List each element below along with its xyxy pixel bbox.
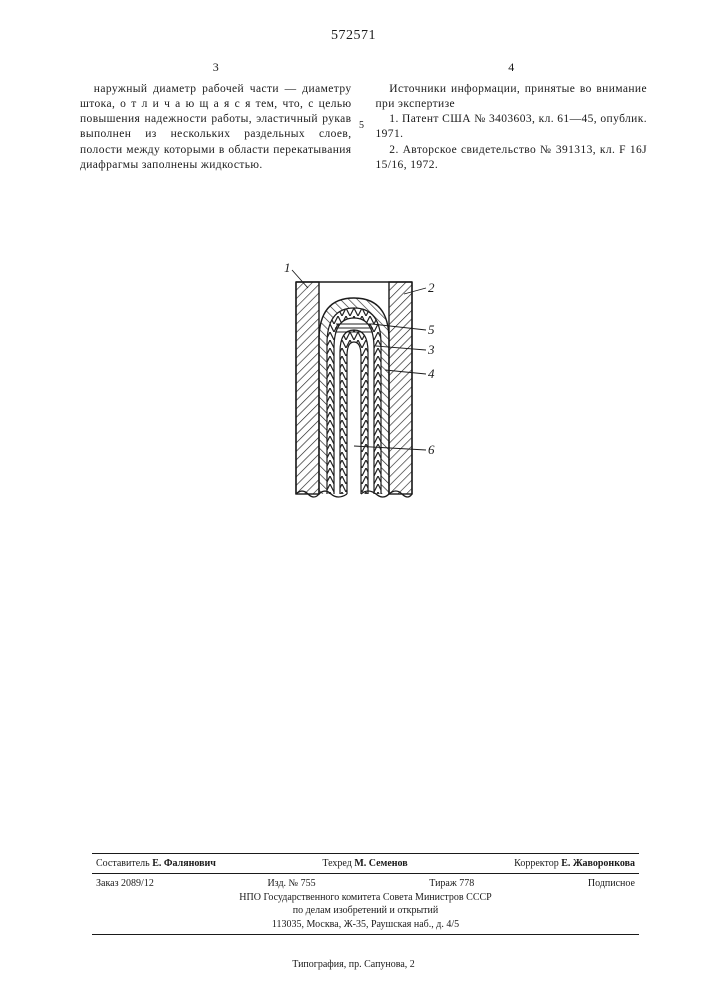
left-column: 3 наружный диаметр рабочей части — диаме… <box>80 60 352 173</box>
typography-line: Типография, пр. Сапунова, 2 <box>0 959 707 970</box>
publisher-line1: НПО Государственного комитета Совета Мин… <box>92 891 639 905</box>
techred-name: М. Семенов <box>354 858 407 869</box>
left-col-text: наружный диаметр рабочей части — диаметр… <box>80 82 352 173</box>
technical-figure: 1 2 5 3 4 6 <box>258 260 450 512</box>
figure-label-3: 3 <box>427 342 435 357</box>
corrector-name: Е. Жаворонкова <box>561 858 635 869</box>
right-col-item2: 2. Авторское свидетельство № 391313, кл.… <box>376 143 648 173</box>
techred-label: Техред <box>322 858 351 869</box>
figure-label-1: 1 <box>284 260 291 275</box>
publisher-address: 113035, Москва, Ж-35, Раушская наб., д. … <box>92 918 639 932</box>
footer-print-info: Заказ 2089/12 Изд. № 755 Тираж 778 Подпи… <box>92 877 639 891</box>
document-number: 572571 <box>0 28 707 44</box>
figure-label-5: 5 <box>428 322 435 337</box>
corrector-label: Корректор <box>514 858 559 869</box>
compiler-name: Е. Фалянович <box>152 858 216 869</box>
margin-line-number: 5 <box>359 120 364 131</box>
edition-number: Изд. № 755 <box>267 877 315 891</box>
figure-container: 1 2 5 3 4 6 <box>0 260 707 512</box>
text-columns: 3 наружный диаметр рабочей части — диаме… <box>80 60 647 173</box>
publisher-line2: по делам изобретений и открытий <box>92 904 639 918</box>
compiler-label: Составитель <box>96 858 150 869</box>
right-col-number: 4 <box>376 60 648 76</box>
footer-credits: Составитель Е. Фалянович Техред М. Семен… <box>92 857 639 871</box>
right-column: 4 Источники информации, принятые во вним… <box>376 60 648 173</box>
subscription: Подписное <box>588 877 635 891</box>
right-col-heading: Источники информации, принятые во вниман… <box>376 82 648 112</box>
order-number: Заказ 2089/12 <box>96 877 154 891</box>
left-col-number: 3 <box>80 60 352 76</box>
figure-label-4: 4 <box>428 366 435 381</box>
figure-label-2: 2 <box>428 280 435 295</box>
footer-block: Составитель Е. Фалянович Техред М. Семен… <box>92 850 639 939</box>
right-col-item1: 1. Патент США № 3403603, кл. 61—45, опуб… <box>376 112 648 142</box>
figure-label-6: 6 <box>428 442 435 457</box>
circulation: Тираж 778 <box>429 877 474 891</box>
